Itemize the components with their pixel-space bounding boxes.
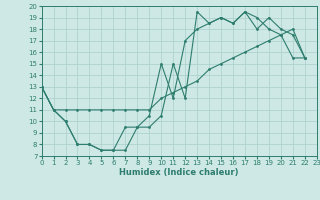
X-axis label: Humidex (Indice chaleur): Humidex (Indice chaleur) — [119, 168, 239, 177]
